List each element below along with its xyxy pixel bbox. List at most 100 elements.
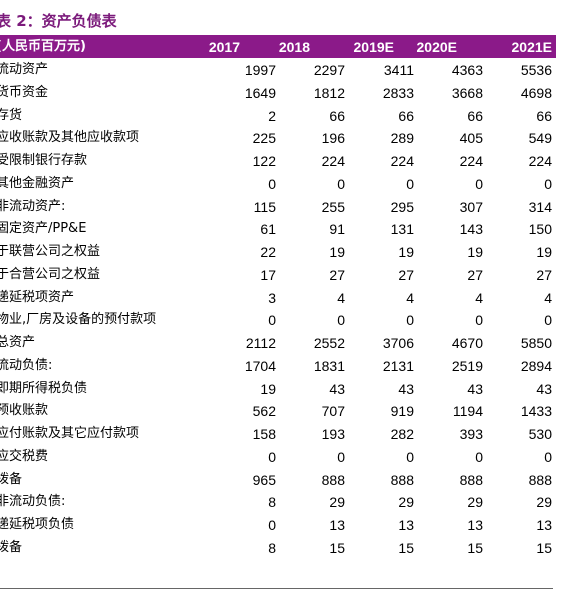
- table-value: 150: [528, 221, 552, 238]
- table-value: 314: [528, 198, 552, 215]
- row-label: 货币资金: [0, 84, 49, 100]
- table-value: 2131: [382, 357, 414, 374]
- table-value: 131: [390, 221, 414, 238]
- table-value: 15: [467, 539, 483, 556]
- table-value: 255: [321, 198, 345, 215]
- table-value: 3706: [382, 335, 414, 352]
- table-value: 29: [536, 494, 552, 511]
- table-value: 0: [337, 312, 345, 329]
- table-value: 289: [390, 130, 414, 147]
- table-value: 27: [467, 266, 483, 283]
- table-value: 4: [406, 289, 414, 306]
- table-value: 0: [268, 448, 276, 465]
- table-value: 405: [459, 130, 483, 147]
- table-value: 13: [398, 517, 414, 534]
- table-value: 965: [252, 471, 276, 488]
- table-value: 8: [268, 494, 276, 511]
- table-value: 158: [252, 426, 276, 443]
- table-value: 8: [268, 539, 276, 556]
- table-value: 13: [467, 517, 483, 534]
- table-value: 2833: [382, 84, 414, 101]
- table-value: 0: [544, 312, 552, 329]
- table-value: 0: [406, 312, 414, 329]
- table-value: 3: [268, 289, 276, 306]
- table-value: 2519: [451, 357, 483, 374]
- table-value: 0: [268, 312, 276, 329]
- table-value: 22: [260, 244, 276, 261]
- column-header: 2021E: [511, 39, 552, 55]
- table-value: 0: [544, 175, 552, 192]
- table-value: 919: [390, 403, 414, 420]
- table-value: 1433: [520, 403, 552, 420]
- table-value: 0: [406, 175, 414, 192]
- row-label: 总资产: [0, 335, 36, 351]
- table-value: 0: [475, 175, 483, 192]
- table-value: 43: [329, 380, 345, 397]
- column-header: 2017: [208, 39, 240, 55]
- table-value: 549: [528, 130, 552, 147]
- header-bar: [0, 35, 556, 58]
- row-label: 非流动负债:: [0, 494, 66, 510]
- table-value: 888: [321, 471, 345, 488]
- table-value: 29: [398, 494, 414, 511]
- table-value: 282: [390, 426, 414, 443]
- row-label: 于合营公司之权益: [0, 266, 101, 282]
- table-value: 2: [268, 107, 276, 124]
- row-label: 受限制银行存款: [0, 153, 88, 169]
- table-value: 4698: [520, 84, 552, 101]
- table-value: 888: [528, 471, 552, 488]
- table-value: 27: [536, 266, 552, 283]
- table-value: 224: [528, 153, 552, 170]
- table-value: 0: [337, 448, 345, 465]
- row-label: 应交税费: [0, 448, 49, 464]
- table-value: 295: [390, 198, 414, 215]
- row-label: 预收账款: [0, 403, 49, 419]
- table-value: 888: [390, 471, 414, 488]
- table-value: 562: [252, 403, 276, 420]
- table-value: 4363: [451, 62, 483, 78]
- table-value: 27: [398, 266, 414, 283]
- table-value: 4670: [451, 335, 483, 352]
- row-label: 存货: [0, 107, 23, 123]
- row-label: 递延税项资产: [0, 289, 75, 305]
- table-value: 224: [459, 153, 483, 170]
- row-label: 流动资产: [0, 62, 49, 77]
- table-value: 0: [268, 175, 276, 192]
- table-value: 2894: [520, 357, 552, 374]
- row-label: 其他金融资产: [0, 175, 75, 191]
- table-value: 0: [475, 312, 483, 329]
- table-value: 43: [536, 380, 552, 397]
- table-value: 4: [544, 289, 552, 306]
- table-value: 307: [459, 198, 483, 215]
- table-value: 393: [459, 426, 483, 443]
- table-value: 224: [321, 153, 345, 170]
- table-value: 19: [329, 244, 345, 261]
- table-value: 225: [252, 130, 276, 147]
- table-value: 19: [467, 244, 483, 261]
- table-value: 91: [329, 221, 345, 238]
- table-value: 1831: [313, 357, 345, 374]
- table-value: 143: [459, 221, 483, 238]
- table-value: 15: [329, 539, 345, 556]
- row-label: 流动负债:: [0, 357, 53, 373]
- table-value: 13: [329, 517, 345, 534]
- table-value: 888: [459, 471, 483, 488]
- table-value: 5536: [520, 62, 552, 78]
- table-value: 61: [260, 221, 276, 238]
- column-header: (人民币百万元): [0, 39, 86, 54]
- row-label: 拨备: [0, 471, 23, 487]
- table-value: 224: [390, 153, 414, 170]
- table-value: 66: [398, 107, 414, 124]
- row-label: 拨备: [0, 539, 23, 555]
- table-value: 0: [268, 517, 276, 534]
- table-value: 19: [260, 380, 276, 397]
- row-label: 于联营公司之权益: [0, 244, 101, 260]
- table-title: 表 2：资产负债表: [0, 12, 117, 30]
- column-header: 2020E: [416, 39, 457, 55]
- table-value: 193: [321, 426, 345, 443]
- table-value: 17: [260, 266, 276, 283]
- table-value: 1649: [244, 84, 276, 101]
- column-header: 2018: [278, 39, 310, 55]
- row-label: 应付账款及其它应付款项: [0, 426, 140, 442]
